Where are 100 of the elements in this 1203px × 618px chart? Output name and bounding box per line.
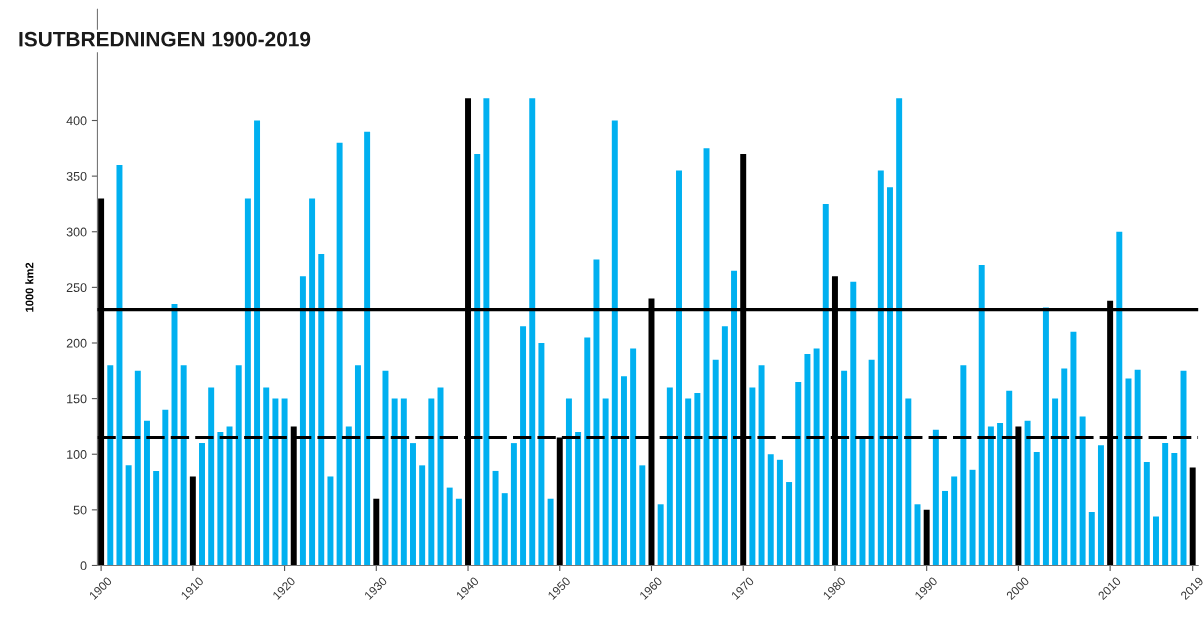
bar: [1006, 390, 1013, 566]
bar: [428, 398, 435, 566]
bar: [1153, 516, 1159, 566]
bar: [382, 370, 389, 566]
bar: [731, 270, 738, 566]
bar: [107, 365, 114, 566]
bar: [997, 423, 1004, 566]
bar: [1116, 231, 1123, 566]
bar: [822, 203, 829, 566]
bar: [364, 131, 371, 566]
bar: [162, 409, 169, 566]
bar: [795, 381, 802, 566]
bar: [694, 393, 701, 566]
bar: [703, 148, 710, 566]
bar: [299, 276, 306, 566]
bar: [905, 398, 912, 566]
bar: [685, 398, 692, 566]
bar: [1061, 368, 1068, 566]
bar: [474, 153, 481, 566]
bar: [1042, 307, 1049, 566]
bar: [520, 326, 527, 566]
y-tick-label: 200: [66, 338, 87, 348]
bar: [410, 443, 416, 566]
bar: [116, 165, 123, 566]
bar: [254, 120, 261, 566]
bar: [208, 387, 215, 566]
bar: [666, 387, 673, 566]
bar: [1033, 452, 1040, 566]
bar: [749, 387, 756, 566]
bar: [492, 470, 499, 566]
bar: [354, 365, 361, 566]
bar: [281, 398, 288, 566]
bar: [776, 459, 783, 566]
y-tick-label: 0: [80, 561, 87, 571]
bar: [786, 482, 793, 566]
bar: [510, 443, 517, 566]
bar: [244, 198, 251, 566]
bar: [199, 443, 205, 566]
bar: [547, 498, 554, 566]
bar: [850, 281, 857, 566]
bar: [593, 259, 600, 566]
bar: [584, 337, 591, 566]
bar: [960, 365, 967, 566]
bar: [345, 426, 352, 566]
bar: [620, 376, 627, 566]
bar: [676, 170, 682, 566]
bar: [923, 509, 930, 566]
bar: [538, 342, 545, 566]
bar: [565, 398, 572, 566]
bar: [309, 198, 316, 566]
bar: [125, 465, 132, 566]
bar: [1143, 462, 1150, 566]
bar: [1134, 369, 1141, 566]
bar: [896, 98, 903, 566]
text: ISUTBREDNINGEN 1900-2019: [19, 31, 311, 47]
bar: [373, 498, 380, 566]
bar: [327, 476, 334, 566]
bar: [1162, 443, 1169, 566]
bar: [1070, 331, 1077, 566]
bar: [932, 429, 939, 566]
bar: [483, 98, 490, 566]
bar: [144, 420, 150, 566]
bar: [657, 504, 664, 566]
y-tick-label: 300: [66, 227, 87, 237]
bar: [987, 426, 994, 566]
bar: [1088, 512, 1095, 566]
bar: [318, 254, 325, 566]
bar: [391, 398, 398, 566]
bar: [134, 370, 141, 566]
bar: [400, 398, 407, 566]
bar: [1024, 420, 1031, 566]
bar: [859, 437, 866, 566]
y-tick-label: 100: [67, 450, 87, 459]
bar: [455, 498, 462, 566]
bar: [804, 354, 811, 566]
bar: [1189, 467, 1196, 566]
y-axis-title: 1000 km2: [25, 262, 34, 312]
bar: [942, 490, 948, 566]
bar: [877, 170, 884, 566]
bar: [611, 120, 618, 566]
bar: [575, 431, 582, 566]
bar: [217, 431, 224, 566]
y-tick-label: 150: [67, 394, 87, 404]
bar: [887, 187, 893, 566]
bar: [712, 359, 719, 566]
y-tick-label: 50: [73, 505, 87, 515]
bar: [446, 487, 453, 566]
bar: [951, 476, 958, 566]
bar: [602, 398, 609, 566]
y-tick-label: 400: [66, 116, 87, 126]
bar: [336, 142, 343, 566]
bar: [226, 426, 233, 566]
bar: [263, 387, 270, 566]
bar: [841, 370, 848, 566]
bar: [529, 98, 536, 566]
bar: [235, 365, 242, 566]
bar: [969, 469, 976, 566]
y-tick-label: 250: [66, 283, 87, 293]
bar: [767, 454, 774, 566]
bar: [978, 265, 985, 566]
